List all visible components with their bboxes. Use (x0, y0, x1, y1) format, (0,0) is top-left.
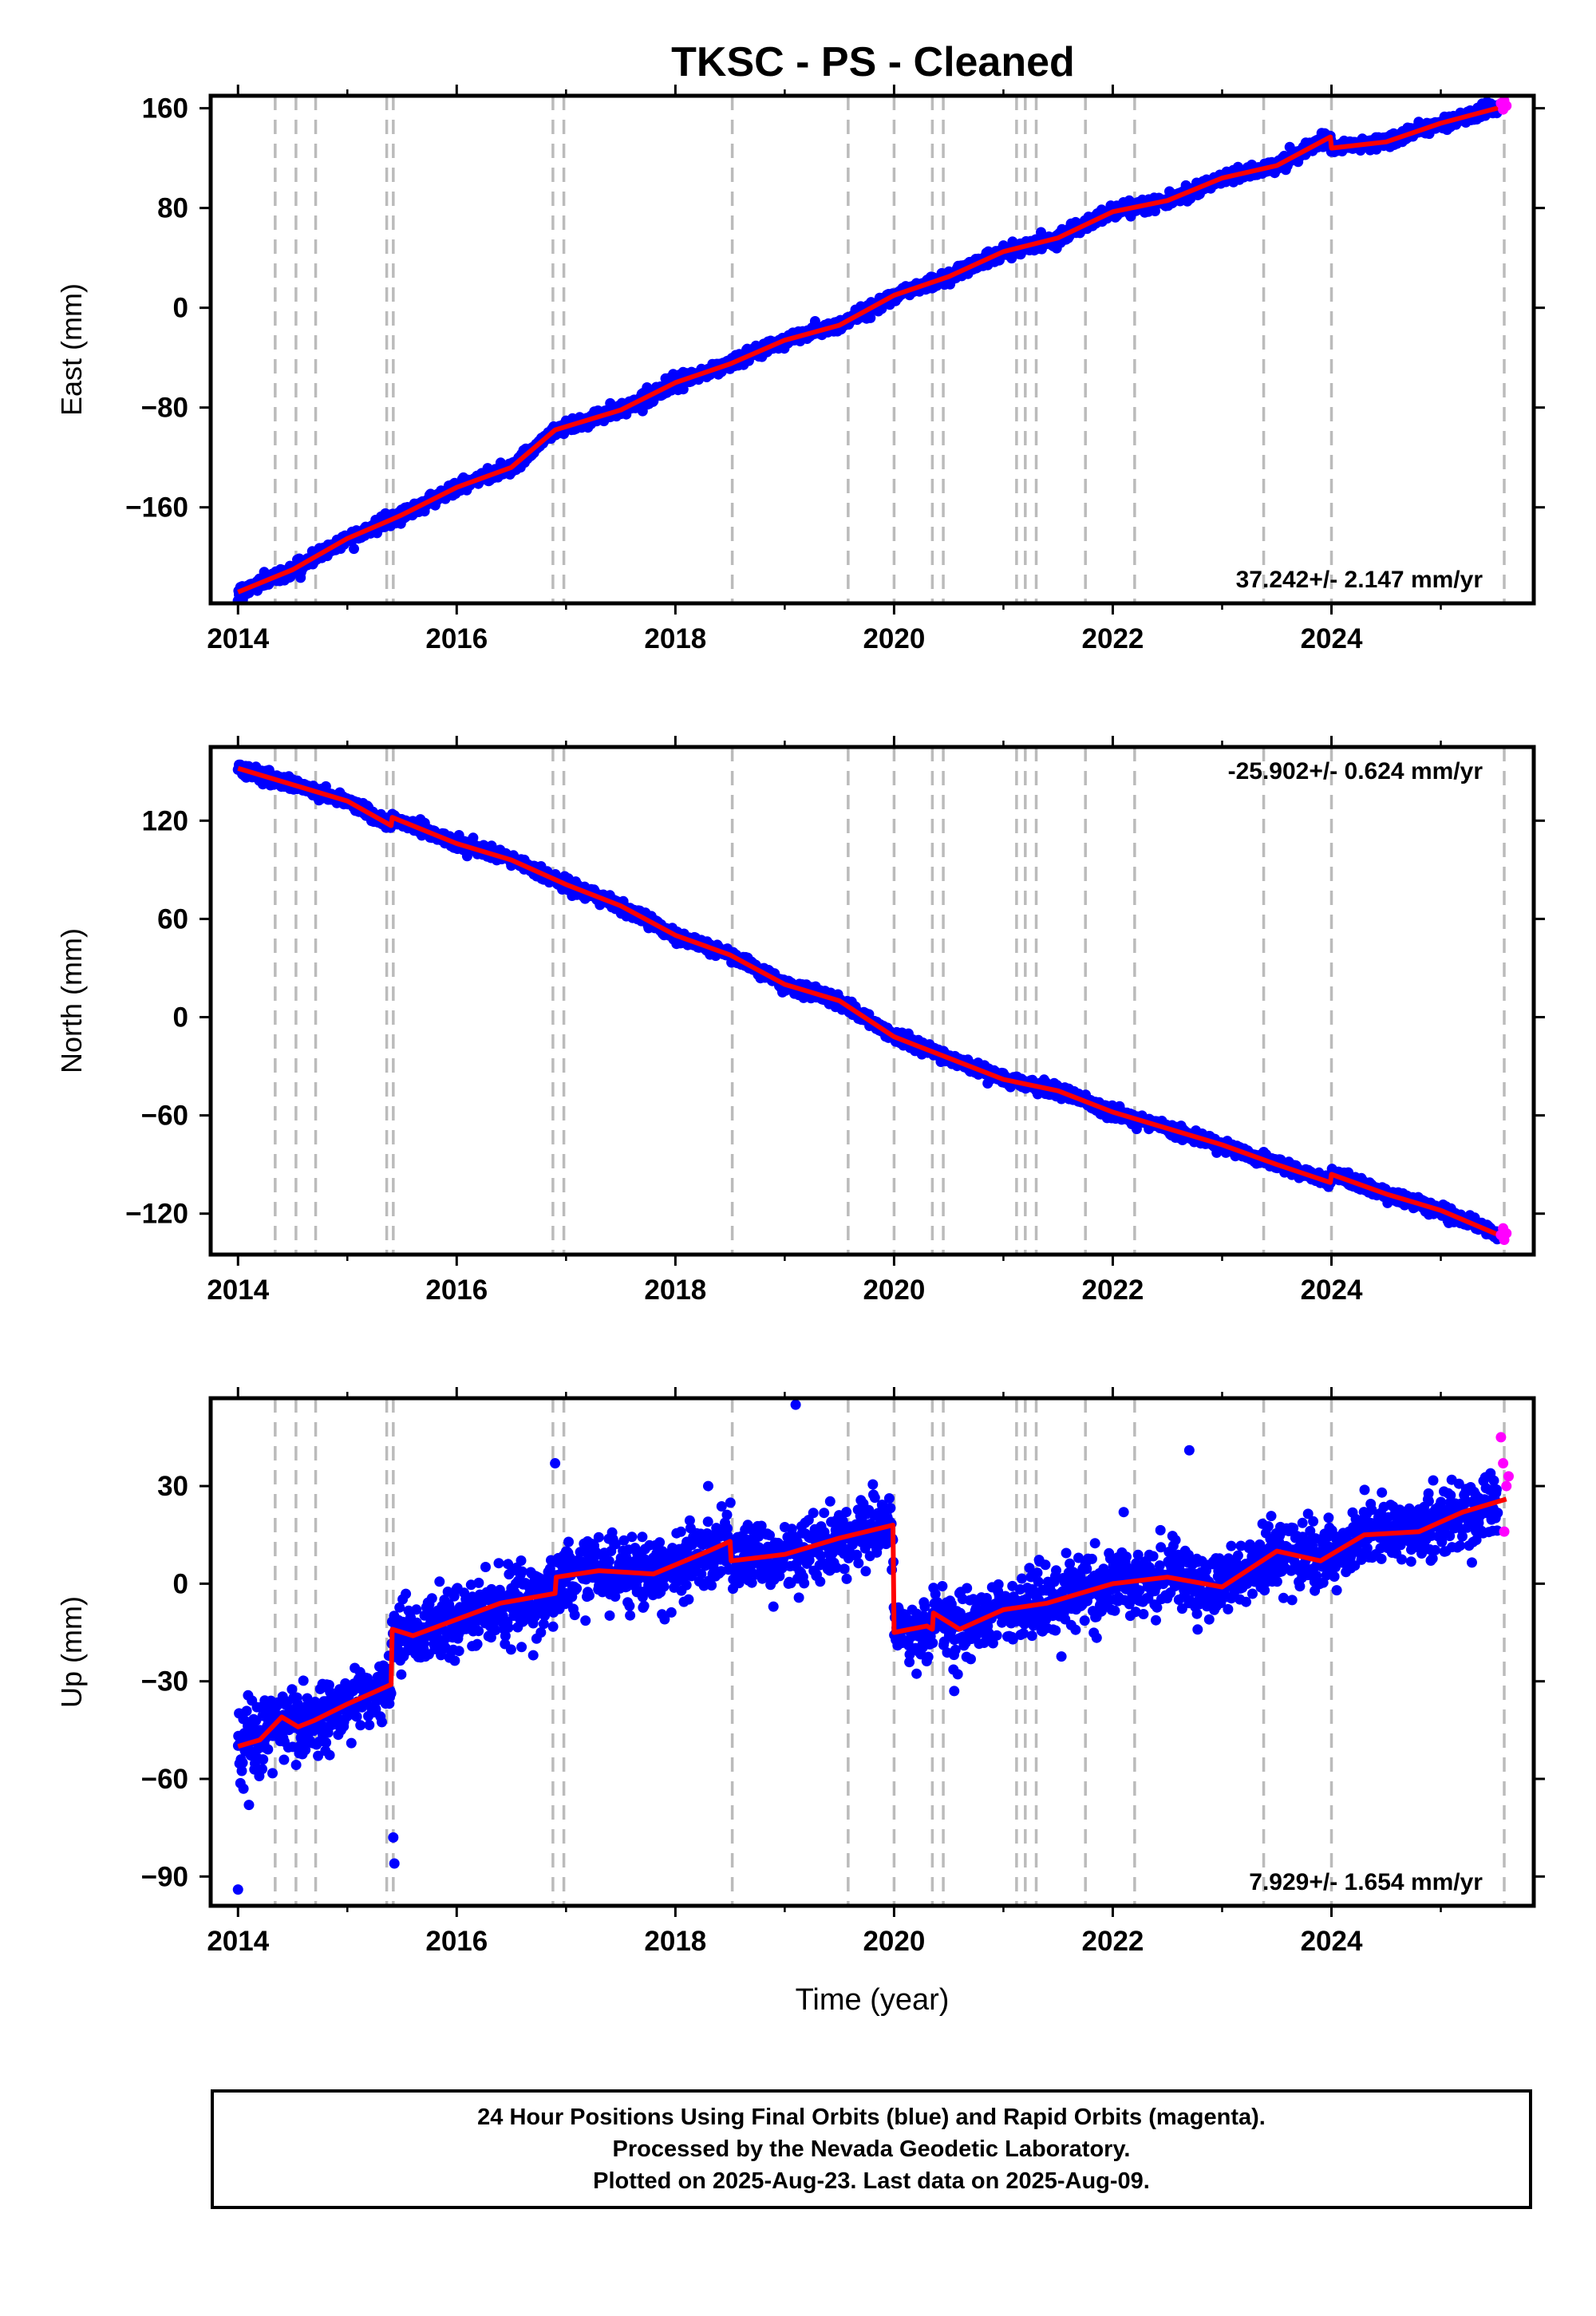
x-tick-label: 2016 (425, 623, 488, 654)
x-tick-label: 2024 (1301, 623, 1363, 654)
x-tick-label: 2018 (644, 623, 706, 654)
north-panel: 2014 2016 2018 2020 2022 2024120600−60−120Nor… (55, 736, 1545, 1306)
figure-title: TKSC - PS - Cleaned (671, 39, 1075, 85)
y-tick-label: 80 (157, 193, 188, 224)
y-tick-label: 0 (173, 293, 188, 324)
y-tick-label: 160 (142, 93, 188, 124)
east-panel: 2014 2016 2018 2020 2022 2024 160 80 0 −80 −160 Eas… (55, 85, 1545, 654)
final-orbit-point (865, 312, 876, 323)
velocity-label: 37.242+/- 2.147 mm/yr (1236, 567, 1483, 593)
x-tick-label: 2022 (1082, 623, 1144, 654)
panel-frame (208, 93, 1536, 606)
x-tick-label: 2014 (207, 623, 269, 654)
final-orbit-points (232, 97, 1503, 603)
rapid-orbit-points (1495, 96, 1512, 115)
equipment-change-lines (274, 96, 1506, 603)
y-tick-label: −160 (125, 492, 188, 524)
y-axis-label: East (mm) (55, 283, 88, 416)
y-tick-label: −80 (141, 393, 188, 424)
model-fit-line (237, 103, 1507, 595)
rapid-orbit-point (1501, 101, 1512, 112)
x-tick-label: 2020 (863, 623, 925, 654)
final-orbit-point (349, 543, 359, 555)
